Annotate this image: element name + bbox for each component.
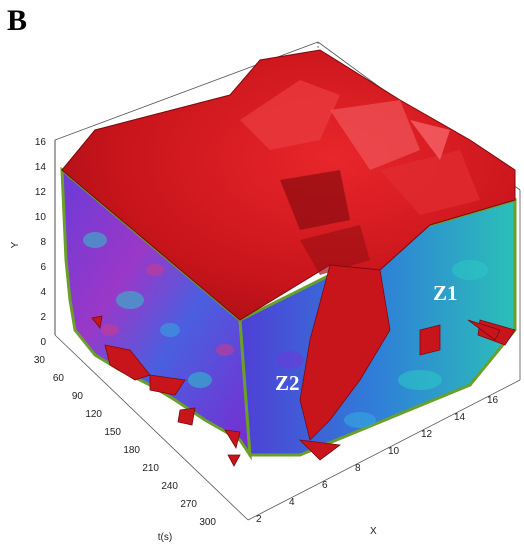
zone-label-z2: Z2 bbox=[275, 371, 300, 395]
y-tick: 4 bbox=[40, 287, 46, 298]
t-tick: 90 bbox=[72, 391, 84, 402]
t-tick: 120 bbox=[85, 409, 102, 420]
isosurface-debris bbox=[91, 315, 501, 467]
y-tick: 12 bbox=[35, 187, 47, 198]
x-tick: 4 bbox=[289, 497, 295, 508]
t-tick: 30 bbox=[34, 355, 46, 366]
x-tick: 10 bbox=[388, 446, 400, 457]
y-axis: 0 2 4 6 8 10 12 14 16 Y bbox=[10, 137, 56, 348]
isosurface-detail bbox=[240, 80, 480, 275]
y-tick: 14 bbox=[35, 162, 47, 173]
t-axis-title: t(s) bbox=[158, 532, 172, 543]
t-tick: 150 bbox=[104, 427, 121, 438]
t-tick: 240 bbox=[161, 481, 178, 492]
x-tick: 16 bbox=[487, 395, 499, 406]
y-tick: 8 bbox=[40, 237, 46, 248]
x-tick: 6 bbox=[322, 480, 328, 491]
t-tick: 180 bbox=[123, 445, 140, 456]
panel-label: B bbox=[7, 4, 28, 37]
front-slice-texture bbox=[83, 232, 234, 388]
x-tick: 8 bbox=[355, 463, 361, 474]
y-tick: 10 bbox=[35, 212, 47, 223]
x-tick: 12 bbox=[421, 429, 433, 440]
y-tick: 2 bbox=[40, 312, 46, 323]
x-tick: 2 bbox=[256, 514, 262, 525]
y-tick: 0 bbox=[40, 337, 46, 348]
x-axis: 2 4 6 8 10 12 14 16 X bbox=[256, 395, 499, 537]
right-slice-texture bbox=[276, 260, 488, 428]
y-tick: 16 bbox=[35, 137, 47, 148]
y-axis-title: Y bbox=[10, 241, 21, 248]
t-tick: 270 bbox=[180, 499, 197, 510]
x-axis-title: X bbox=[370, 526, 377, 537]
x-tick: 14 bbox=[454, 412, 466, 423]
y-tick: 6 bbox=[40, 262, 46, 273]
zone-label-z1: Z1 bbox=[433, 281, 458, 305]
t-tick: 60 bbox=[53, 373, 65, 384]
t-axis: 30 60 90 120 150 180 210 240 270 300 t(s… bbox=[34, 355, 217, 543]
t-tick: 210 bbox=[142, 463, 159, 474]
t-tick: 300 bbox=[199, 517, 216, 528]
